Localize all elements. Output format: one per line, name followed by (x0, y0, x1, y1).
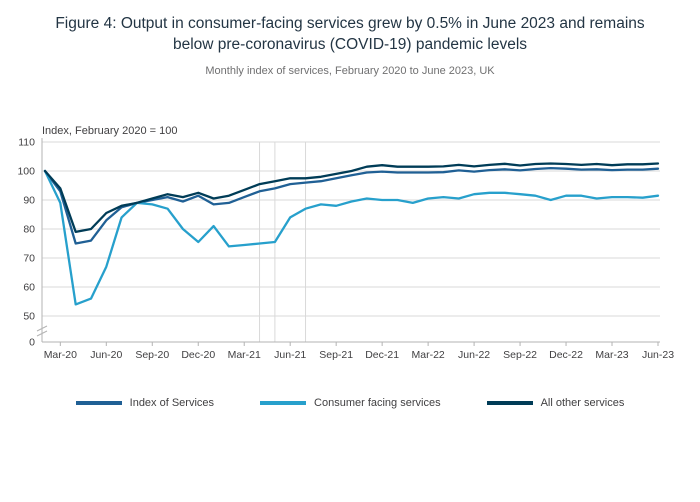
x-tick-label: Jun-20 (90, 349, 122, 361)
x-tick-label: Mar-22 (411, 349, 444, 361)
chart-legend: Index of Services Consumer facing service… (0, 397, 700, 409)
y-tick-label: 110 (18, 136, 35, 148)
x-tick-label: Mar-20 (44, 349, 77, 361)
series-line-all-other-services (43, 162, 660, 233)
x-tick-label: Sep-22 (503, 349, 537, 361)
series-line-consumer-facing-services (43, 169, 660, 306)
chart-header: Figure 4: Output in consumer-facing serv… (0, 0, 700, 77)
axis-break-mark (36, 330, 48, 337)
y-tick-label: 100 (17, 165, 35, 177)
y-tick-label: 50 (23, 310, 35, 322)
y-tick-label: 90 (23, 194, 35, 206)
x-tick-label: Mar-21 (228, 349, 261, 361)
x-tick-label: Dec-22 (549, 349, 583, 361)
axis-break-mark (36, 325, 48, 332)
x-tick-label: Mar-23 (595, 349, 628, 361)
legend-label: Index of Services (129, 396, 215, 409)
legend-swatch (260, 400, 307, 405)
legend-swatch (75, 400, 122, 405)
y-tick-label: 80 (23, 223, 35, 235)
x-tick-label: Jun-21 (274, 349, 306, 361)
x-tick-label: Dec-21 (365, 349, 399, 361)
legend-swatch (486, 400, 533, 405)
y-tick-label: 0 (29, 336, 35, 348)
legend-label: All other services (540, 396, 625, 409)
x-tick-label: Sep-20 (135, 349, 169, 361)
y-axis-title: Index, February 2020 = 100 (42, 125, 177, 137)
chart-area: 0 50 60 70 80 90 100 110 Mar-20 Jun-20 Sep-20 Dec-2… (0, 124, 700, 369)
legend-label: Consumer facing services (314, 396, 441, 409)
x-tick-label: Jun-23 (642, 349, 674, 361)
y-tick-label: 60 (23, 281, 35, 293)
line-chart: 0 50 60 70 80 90 100 110 Mar-20 Jun-20 Sep-20 Dec-2… (17, 125, 674, 361)
chart-title: Figure 4: Output in consumer-facing serv… (55, 15, 645, 54)
chart-subtitle: Monthly index of services, February 2020… (205, 64, 495, 77)
x-tick-label: Dec-20 (181, 349, 215, 361)
x-tick-label: Sep-21 (319, 349, 353, 361)
x-tick-label: Jun-22 (458, 349, 490, 361)
legend-item-all-other-services: All other services (486, 396, 625, 409)
legend-item-consumer-facing-services: Consumer facing services (260, 397, 441, 409)
y-tick-label: 70 (23, 252, 35, 264)
series-line-index-of-services (43, 166, 660, 245)
legend-item-index-of-services: Index of Services (75, 396, 215, 409)
